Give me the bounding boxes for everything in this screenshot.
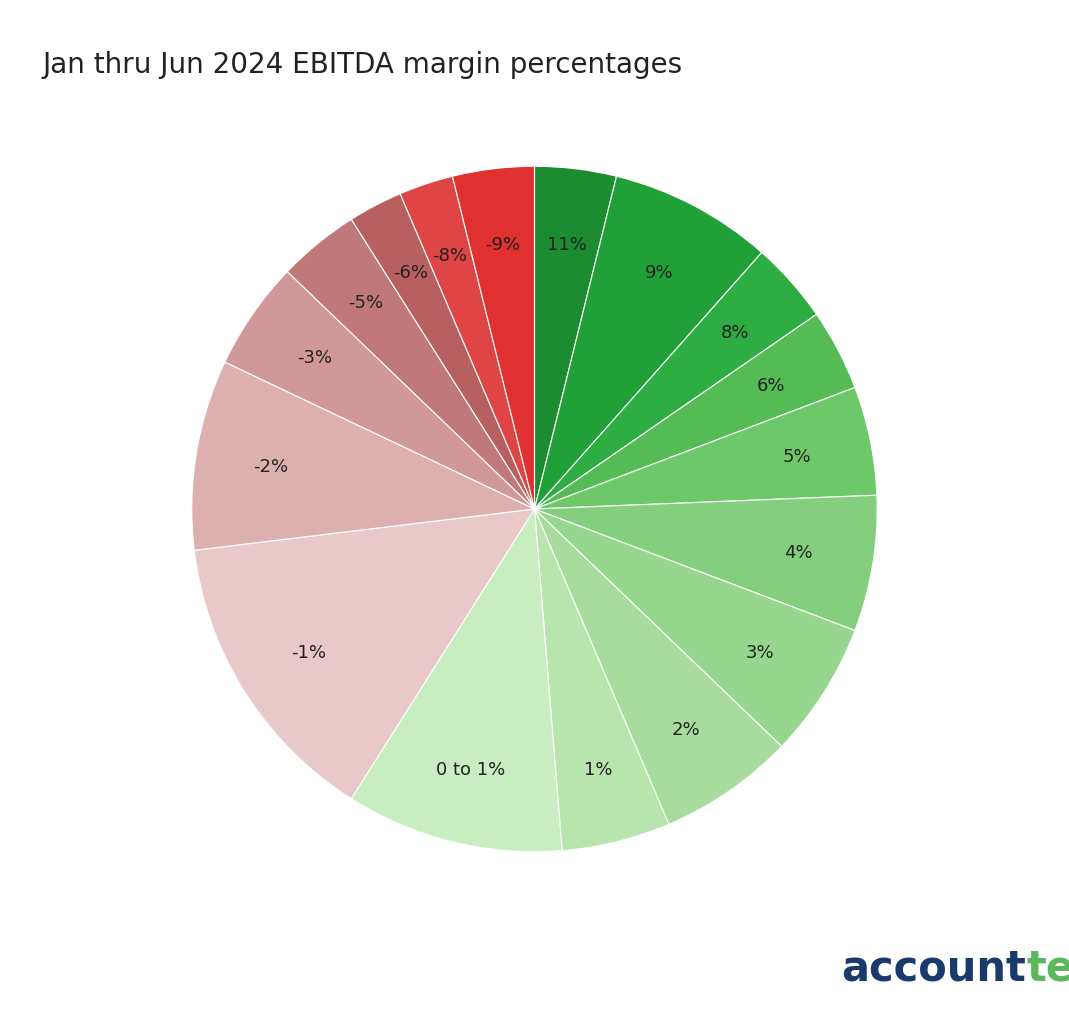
Text: 8%: 8% (721, 323, 749, 341)
Text: -6%: -6% (392, 264, 428, 282)
Wedge shape (288, 220, 534, 510)
Wedge shape (352, 510, 562, 852)
Wedge shape (534, 510, 669, 851)
Wedge shape (534, 315, 855, 510)
Text: -8%: -8% (432, 248, 467, 265)
Wedge shape (352, 195, 534, 510)
Wedge shape (534, 254, 817, 510)
Wedge shape (400, 177, 534, 510)
Text: Jan thru Jun 2024 EBITDA margin percentages: Jan thru Jun 2024 EBITDA margin percenta… (43, 51, 683, 78)
Text: 3%: 3% (746, 643, 775, 661)
Text: account: account (841, 947, 1026, 988)
Wedge shape (534, 177, 762, 510)
Wedge shape (534, 510, 855, 747)
Wedge shape (534, 510, 781, 824)
Text: 0 to 1%: 0 to 1% (436, 760, 506, 777)
Wedge shape (534, 495, 878, 631)
Text: -2%: -2% (253, 458, 289, 476)
Text: -3%: -3% (297, 348, 332, 367)
Text: -5%: -5% (347, 293, 383, 312)
Wedge shape (191, 363, 534, 551)
Text: 11%: 11% (546, 235, 587, 254)
Wedge shape (534, 167, 617, 510)
Text: 6%: 6% (757, 376, 786, 394)
Text: 5%: 5% (783, 447, 810, 465)
Wedge shape (195, 510, 534, 799)
Text: -1%: -1% (291, 643, 326, 661)
Wedge shape (224, 272, 534, 510)
Wedge shape (534, 388, 877, 510)
Text: 4%: 4% (784, 543, 812, 561)
Text: 1%: 1% (585, 760, 613, 777)
Text: 2%: 2% (672, 720, 700, 739)
Text: 9%: 9% (645, 264, 673, 282)
Text: tech: tech (1026, 947, 1069, 988)
Text: -9%: -9% (484, 235, 520, 254)
Wedge shape (452, 167, 534, 510)
